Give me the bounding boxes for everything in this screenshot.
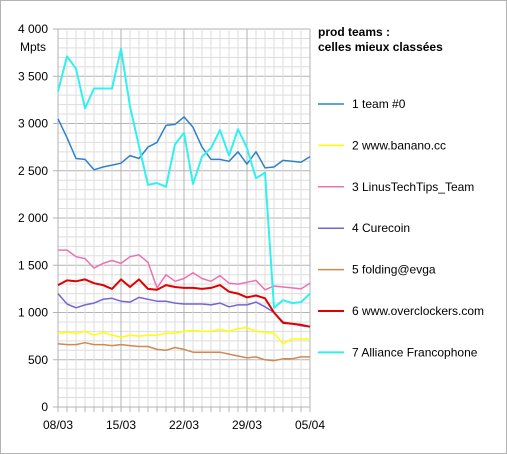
y-tick-label: 4 000 (18, 22, 48, 36)
legend: 1 team #0 2 www.banano.cc 3 LinusTechTips_… (318, 97, 484, 359)
y-tick-label: 3 500 (18, 69, 48, 83)
chart-title-line-2: celles mieux classées (318, 40, 443, 54)
y-tick-label: 0 (41, 400, 48, 414)
y-axis-label: Mpts (20, 40, 46, 54)
series-lines (57, 47, 311, 362)
series-line-7-alliance-francophone (57, 47, 311, 309)
legend-label: 5 folding@evga (352, 263, 436, 277)
y-tick-label: 2 000 (18, 211, 48, 225)
y-tick-label: 1 500 (18, 258, 48, 272)
x-tick-label: 15/03 (106, 418, 136, 432)
x-tick-label: 22/03 (169, 418, 199, 432)
series-line-1-team-0 (57, 116, 311, 171)
legend-label: 1 team #0 (352, 97, 406, 111)
x-tick-label: 29/03 (232, 418, 262, 432)
legend-label: 6 www.overclockers.com (352, 304, 484, 318)
legend-label: 7 Alliance Francophone (352, 345, 478, 359)
y-tick-labels: 0 500 1 000 1 500 2 000 2 500 3 000 3 500 4 000 (18, 22, 48, 414)
grid-lines (57, 28, 311, 408)
legend-label: 2 www.banano.cc (352, 138, 446, 152)
y-tick-label: 500 (28, 353, 48, 367)
series-line-5-folding-evga (57, 341, 310, 362)
x-tick-label: 05/04 (295, 418, 325, 432)
x-tick-labels: 08/03 15/03 22/03 29/03 05/04 (43, 418, 325, 432)
y-tick-label: 3 000 (18, 117, 48, 131)
legend-label: 3 LinusTechTips_Team (352, 180, 474, 194)
y-tick-label: 1 000 (18, 306, 48, 320)
series-line-4-curecoin (57, 293, 311, 328)
series-line-6-www-overclockers-com (57, 278, 311, 328)
chart-title-line-1: prod teams : (318, 25, 390, 39)
series-line-2-www-banano-cc (57, 326, 310, 345)
legend-label: 4 Curecoin (352, 221, 410, 235)
x-tick-label: 08/03 (43, 418, 73, 432)
series-line-3-linustechtips-team (58, 249, 311, 291)
y-tick-label: 2 500 (18, 164, 48, 178)
